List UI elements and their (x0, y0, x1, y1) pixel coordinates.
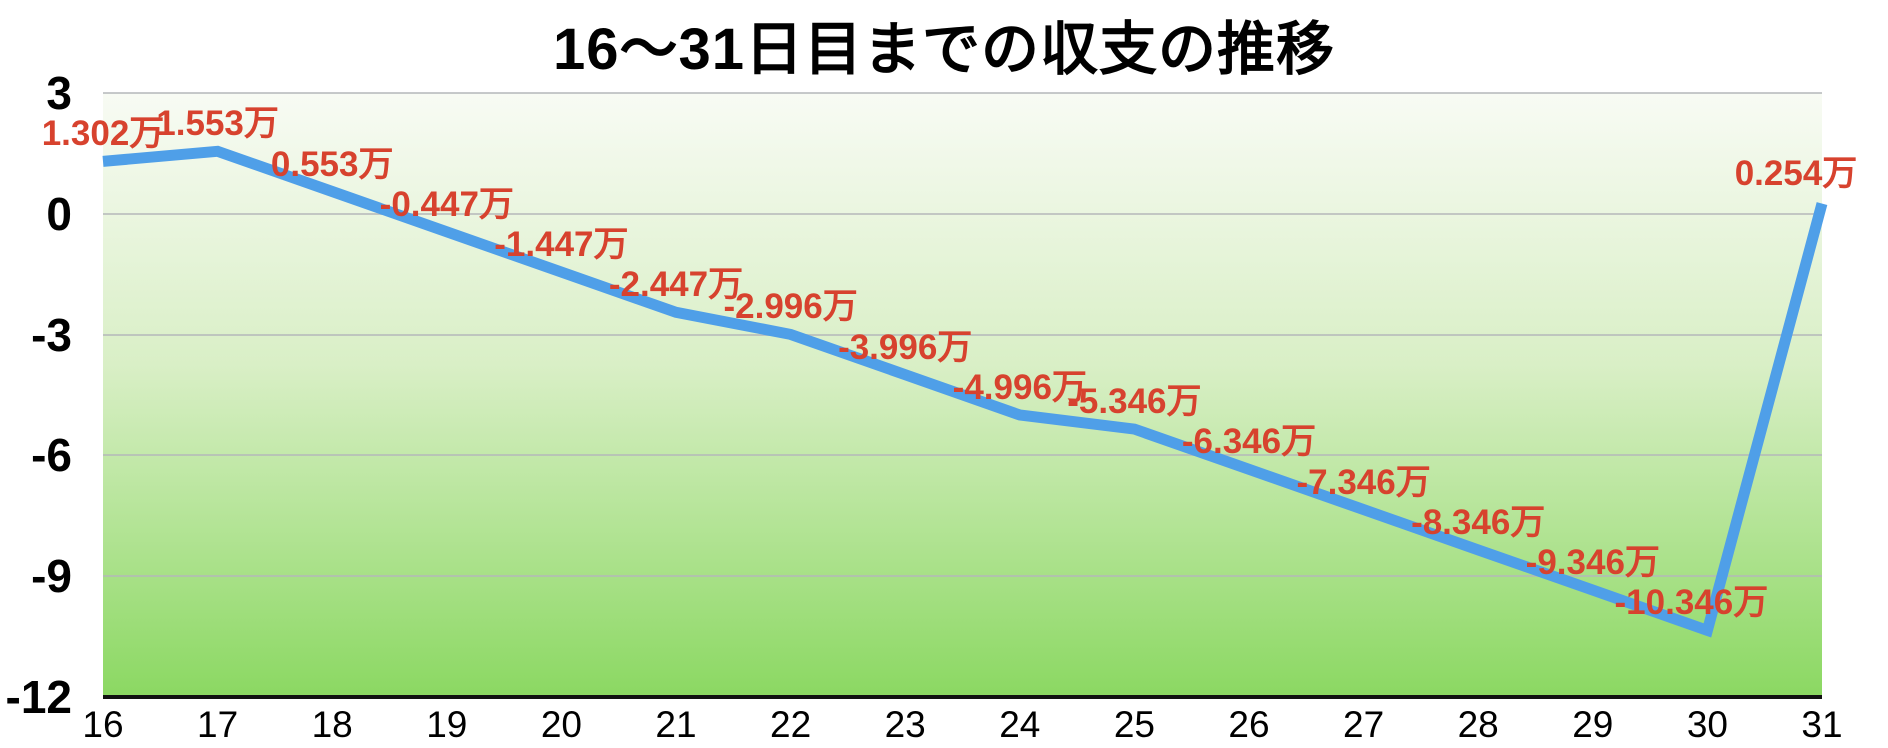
plot-area: 1.302万 1.553万 0.553万 -0.447万 -1.447万 -2.447万 -… (42, 92, 1857, 699)
data-point-label: 0.553万 (270, 144, 394, 184)
x-axis: 16 17 18 19 20 21 22 23 24 25 26 27 28 29 30 31 (82, 704, 1842, 748)
data-point-label: -10.346万 (1614, 583, 1769, 623)
gridline (103, 575, 1822, 578)
x-tick-label: 31 (1801, 704, 1843, 745)
y-tick-label: -3 (31, 308, 72, 361)
y-tick-label: 0 (46, 187, 72, 240)
x-tick-label: 27 (1343, 704, 1385, 745)
data-point-label: -1.447万 (494, 225, 629, 265)
data-point-label: -6.346万 (1181, 422, 1317, 462)
y-tick-label: -6 (31, 429, 72, 482)
gridline (103, 92, 1822, 94)
x-tick-label: 26 (1228, 704, 1270, 745)
data-point-label: 0.254万 (1734, 153, 1858, 193)
gridline (103, 454, 1822, 457)
x-tick-label: 18 (311, 704, 353, 745)
data-point-label: -2.447万 (608, 265, 744, 305)
y-axis: 3 0 -3 -6 -9 -12 (0, 67, 72, 723)
x-axis-line (103, 695, 1822, 699)
y-tick-label: 3 (46, 67, 72, 119)
gridline (103, 333, 1822, 336)
x-tick-label: 29 (1572, 704, 1614, 745)
data-point-label: -8.346万 (1411, 502, 1546, 542)
y-tick-label: -9 (31, 550, 72, 603)
data-point-label: 1.302万 (41, 114, 165, 154)
chart-title: 16〜31日目までの収支の推移 (552, 17, 1336, 82)
data-point-label: -2.996万 (723, 287, 858, 327)
x-tick-label: 28 (1457, 704, 1499, 745)
gridline (103, 212, 1822, 215)
x-tick-label: 24 (999, 704, 1041, 745)
data-point-label: -9.346万 (1525, 543, 1660, 583)
data-point-label: -4.996万 (952, 367, 1087, 407)
data-point-label: -5.346万 (1067, 382, 1202, 422)
data-point-label: 1.553万 (156, 104, 279, 144)
x-tick-label: 21 (655, 704, 697, 745)
x-tick-label: 16 (82, 704, 124, 745)
x-tick-label: 22 (770, 704, 812, 745)
x-tick-label: 30 (1686, 704, 1728, 745)
x-tick-label: 19 (426, 704, 468, 745)
data-point-label: -0.447万 (379, 184, 514, 224)
y-tick-label: -12 (5, 671, 72, 723)
data-point-label: -3.996万 (838, 327, 973, 367)
data-point-label: -7.346万 (1296, 462, 1431, 502)
x-tick-label: 25 (1113, 704, 1155, 745)
x-tick-label: 17 (197, 704, 239, 745)
x-tick-label: 23 (884, 704, 926, 745)
balance-line (102, 145, 1828, 638)
x-tick-label: 20 (540, 704, 582, 745)
line-series (102, 145, 1828, 638)
